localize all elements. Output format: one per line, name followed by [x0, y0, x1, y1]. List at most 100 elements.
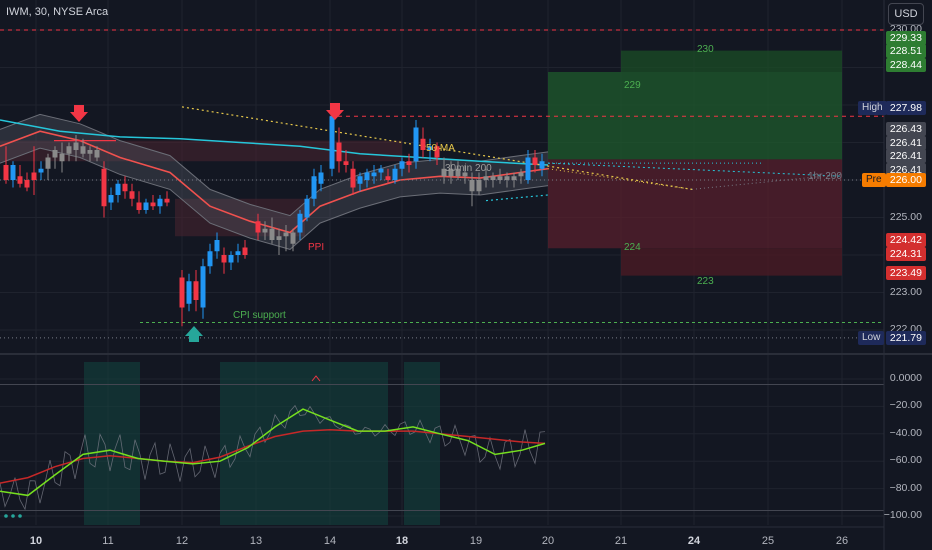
candle-body — [427, 146, 433, 150]
price-tick-label: 225.00 — [889, 210, 922, 223]
oscillator-peak-marker — [311, 375, 321, 382]
candle-body — [186, 281, 192, 304]
candle-body — [193, 281, 199, 300]
time-tick-label: 20 — [541, 535, 555, 547]
candle-body — [235, 251, 241, 255]
candle-body — [455, 168, 461, 177]
price-tag: 224.31 — [885, 247, 926, 261]
hr200-label: 1hr 200 — [808, 171, 842, 182]
oscillator-dot — [4, 514, 8, 518]
candle-body — [399, 161, 405, 169]
price-tag: 229.33 — [885, 30, 926, 45]
sma-label: 50 MA — [426, 143, 455, 154]
time-tick-label: 10 — [29, 535, 43, 547]
candle-body — [462, 172, 468, 177]
candle-body — [532, 157, 538, 165]
oscillator-tick-label: −60.00 — [889, 454, 922, 467]
price-tag: 227.98 — [885, 100, 926, 115]
candle-body — [441, 168, 447, 177]
candle-body — [476, 180, 482, 192]
candle-body — [255, 221, 261, 233]
candle-body — [304, 198, 310, 218]
candle-body — [87, 150, 93, 154]
candle-body — [45, 157, 51, 169]
price-tag: 226.41 — [885, 135, 926, 150]
rising-trendline — [485, 194, 549, 202]
price-tag: 224.42 — [885, 233, 926, 247]
ema-slow-line — [0, 119, 549, 166]
candle-body — [52, 150, 58, 158]
candle-body — [350, 168, 356, 188]
candle-body — [311, 176, 317, 199]
price-tag: 221.79 — [885, 331, 926, 345]
candle-body — [518, 172, 524, 177]
oscillator-tick-label: 0.0000 — [889, 372, 922, 384]
level-label-224: 224 — [624, 242, 641, 253]
time-tick-label: 24 — [687, 535, 701, 547]
candle-body — [539, 161, 545, 169]
candle-body — [318, 172, 324, 184]
oscillator-highlight — [404, 362, 440, 525]
candle-body — [200, 266, 206, 308]
candle-body — [108, 195, 114, 203]
candle-body — [504, 176, 510, 180]
time-tick-label: 12 — [175, 535, 189, 547]
ema-band-lower — [0, 147, 549, 250]
symbol-info[interactable]: IWM, 30, NYSE Arca — [6, 6, 109, 18]
price-tag: 223.49 — [885, 266, 926, 280]
descending-trendline — [181, 106, 693, 190]
ema-fast-line — [0, 130, 549, 234]
price-tag-caption: High — [858, 100, 887, 115]
candle-body — [357, 176, 363, 184]
ppi-label: PPI — [308, 242, 325, 253]
candle-body — [420, 138, 426, 150]
candle-body — [17, 176, 23, 184]
candle-body — [434, 146, 440, 158]
oscillator-dot — [11, 514, 15, 518]
cpi-support-label: CPI support — [233, 310, 286, 321]
sma200-projection — [547, 162, 843, 177]
oscillator-tick-label: −80.00 — [889, 481, 922, 494]
candle-body — [94, 150, 100, 158]
price-tag: 226.41 — [885, 149, 926, 163]
sell-arrow-down — [70, 105, 88, 122]
time-tick-label: 19 — [469, 535, 483, 547]
candle-body — [469, 180, 475, 192]
oscillator-tick-label: −20.00 — [889, 399, 922, 412]
candle-body — [73, 142, 79, 150]
price-tick-label: 223.00 — [889, 285, 922, 298]
price-tag: 226.43 — [885, 122, 926, 136]
buy-arrow-up — [185, 326, 203, 342]
candle-body — [214, 240, 220, 252]
candle-body — [336, 142, 342, 162]
price-tag: 226.00 — [885, 173, 926, 187]
candle-body — [31, 172, 37, 180]
sma200-label: 30min 200 — [445, 163, 492, 174]
candle-body — [136, 202, 142, 210]
price-tag-caption: Pre — [862, 173, 886, 187]
candle-body — [413, 127, 419, 162]
candle-body — [143, 202, 149, 210]
time-tick-label: 26 — [835, 535, 849, 547]
time-tick-label: 18 — [395, 535, 409, 547]
candle-body — [179, 277, 185, 308]
ticker: IWM — [6, 6, 29, 18]
candle-body — [122, 183, 128, 192]
candle-body — [38, 168, 44, 173]
level-label-229: 229 — [624, 80, 641, 91]
oscillator-highlight — [220, 362, 388, 525]
candle-body — [385, 176, 391, 180]
candle-body — [497, 176, 503, 180]
time-tick-label: 13 — [249, 535, 263, 547]
oscillator-tick-label: −100.00 — [883, 509, 922, 521]
candle-body — [66, 146, 72, 154]
candle-body — [483, 176, 489, 180]
oscillator-raw-line — [0, 404, 546, 511]
currency-button[interactable]: USD — [888, 3, 924, 25]
oscillator-fast-line — [0, 408, 546, 497]
candle-body — [157, 198, 163, 207]
candle-body — [511, 176, 517, 180]
candle-body — [343, 161, 349, 165]
